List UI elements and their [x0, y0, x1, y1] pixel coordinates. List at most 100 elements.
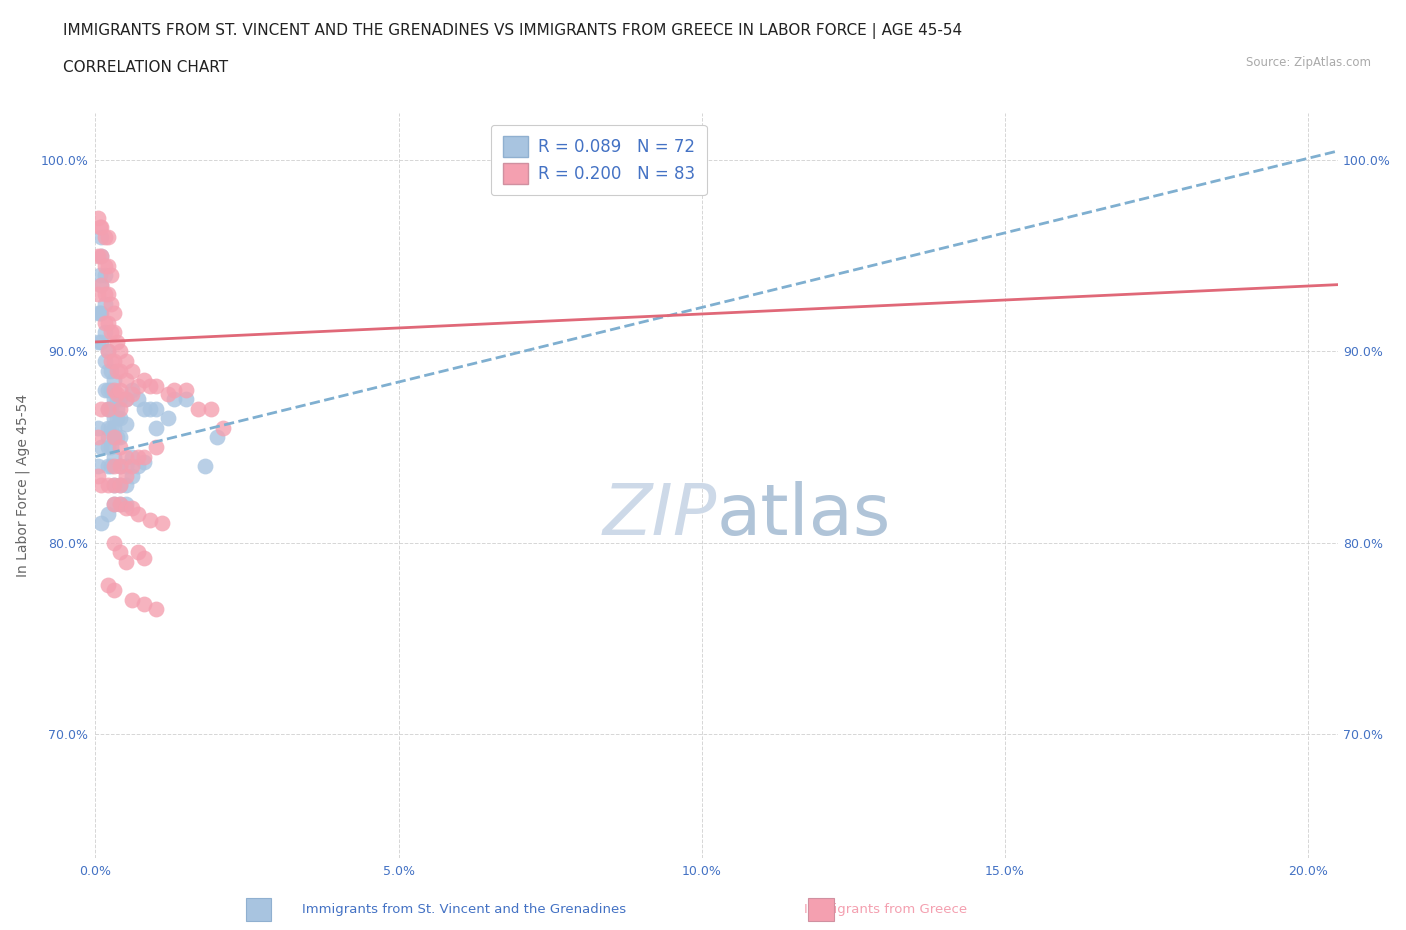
Point [96, 458, 118, 473]
Point [108, 382, 131, 397]
Point [96, 402, 118, 417]
Point [103, 497, 125, 512]
Point [103, 382, 125, 397]
Point [87, 306, 110, 321]
Point [96, 344, 118, 359]
Point [150, 516, 173, 531]
Point [108, 402, 131, 417]
Point [90, 478, 112, 493]
Point [105, 335, 128, 350]
Point [96, 315, 118, 330]
Y-axis label: In Labor Force | Age 45-54: In Labor Force | Age 45-54 [15, 393, 30, 577]
Point [114, 497, 136, 512]
Point [96, 230, 118, 245]
Point [103, 373, 125, 388]
Point [90, 440, 112, 455]
Point [103, 449, 125, 464]
Point [121, 364, 143, 379]
Point [90, 230, 112, 245]
Point [139, 402, 162, 417]
Point [145, 379, 167, 393]
Point [114, 392, 136, 406]
Point [96, 478, 118, 493]
Point [96, 286, 118, 301]
Point [121, 382, 143, 397]
Point [108, 411, 131, 426]
Point [100, 440, 122, 455]
Point [100, 382, 122, 397]
Point [103, 478, 125, 493]
Point [108, 497, 131, 512]
Point [121, 592, 143, 607]
Point [89, 219, 111, 234]
Point [90, 335, 112, 350]
Point [103, 420, 125, 435]
Point [121, 449, 143, 464]
Point [103, 430, 125, 445]
Point [103, 497, 125, 512]
Point [157, 411, 180, 426]
Point [105, 402, 128, 417]
Text: CORRELATION CHART: CORRELATION CHART [63, 60, 228, 75]
Point [108, 478, 131, 493]
Point [145, 420, 167, 435]
Point [87, 286, 110, 301]
Point [87, 458, 110, 473]
Point [157, 386, 180, 401]
Point [87, 335, 110, 350]
Point [114, 478, 136, 493]
Point [103, 458, 125, 473]
Point [96, 344, 118, 359]
Point [114, 392, 136, 406]
Point [93, 325, 115, 339]
Point [96, 258, 118, 272]
Point [132, 402, 155, 417]
Point [96, 382, 118, 397]
Point [93, 382, 115, 397]
Point [87, 420, 110, 435]
Point [108, 497, 131, 512]
Point [100, 364, 122, 379]
Point [108, 458, 131, 473]
Point [121, 469, 143, 484]
Point [93, 286, 115, 301]
Point [139, 379, 162, 393]
Point [96, 430, 118, 445]
Point [96, 578, 118, 592]
Point [105, 386, 128, 401]
Point [100, 458, 122, 473]
Point [108, 478, 131, 493]
Point [90, 248, 112, 263]
Point [90, 277, 112, 292]
Point [108, 344, 131, 359]
Point [93, 315, 115, 330]
Point [200, 402, 222, 417]
Point [132, 551, 155, 565]
Point [127, 545, 149, 560]
Text: Source: ZipAtlas.com: Source: ZipAtlas.com [1246, 56, 1371, 69]
Point [114, 458, 136, 473]
Point [96, 420, 118, 435]
Text: ZIP: ZIP [603, 481, 717, 550]
Point [100, 353, 122, 368]
Point [100, 325, 122, 339]
Point [90, 402, 112, 417]
Point [87, 248, 110, 263]
Point [132, 449, 155, 464]
Point [108, 430, 131, 445]
Point [100, 420, 122, 435]
Point [93, 353, 115, 368]
Point [176, 392, 198, 406]
Text: Immigrants from St. Vincent and the Grenadines: Immigrants from St. Vincent and the Gren… [302, 903, 626, 916]
Point [100, 268, 122, 283]
Point [127, 507, 149, 522]
Point [127, 449, 149, 464]
Text: atlas: atlas [717, 481, 891, 550]
Text: IMMIGRANTS FROM ST. VINCENT AND THE GRENADINES VS IMMIGRANTS FROM GREECE IN LABO: IMMIGRANTS FROM ST. VINCENT AND THE GREN… [63, 23, 962, 39]
Point [103, 306, 125, 321]
Point [103, 478, 125, 493]
Point [132, 373, 155, 388]
Point [108, 392, 131, 406]
Point [103, 353, 125, 368]
Point [114, 353, 136, 368]
